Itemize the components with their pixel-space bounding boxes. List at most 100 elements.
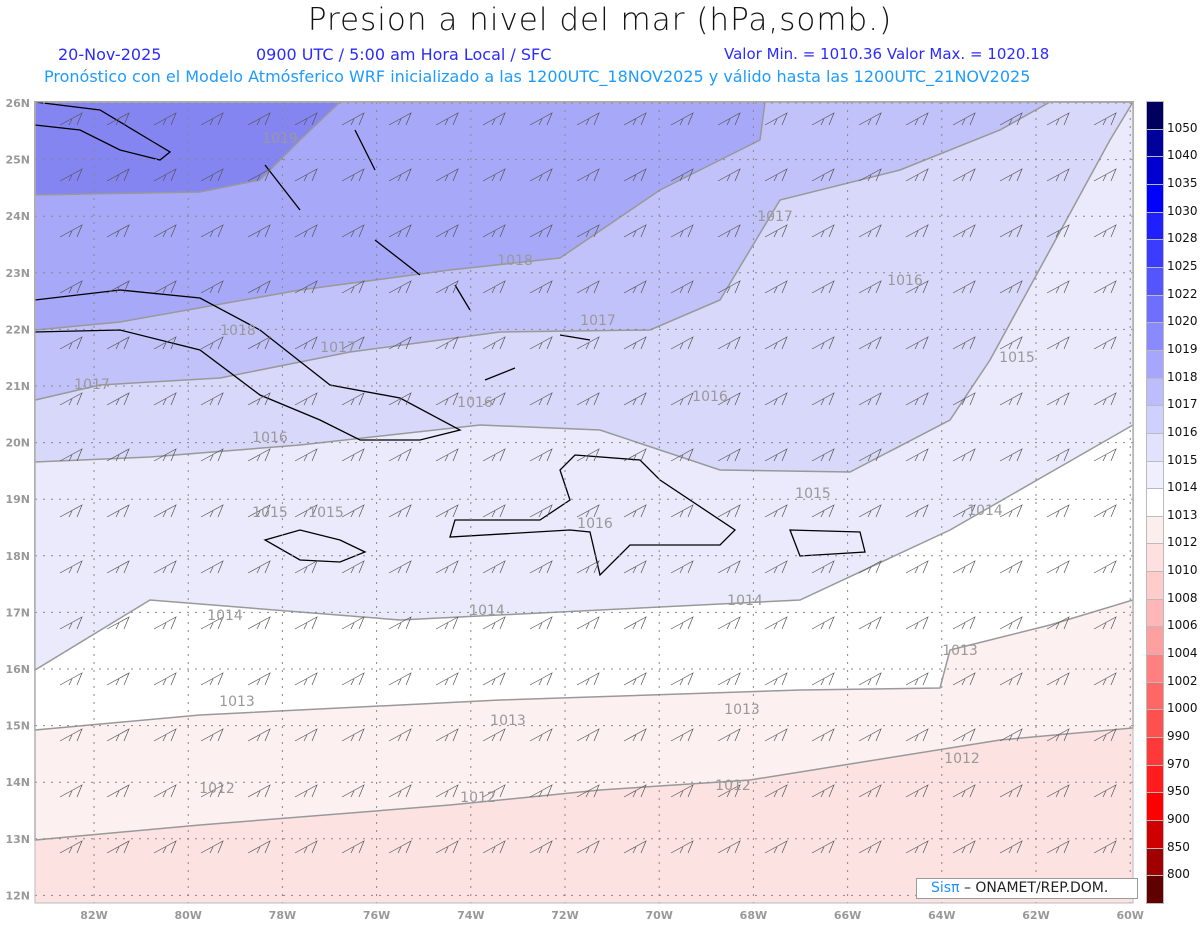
wind-barb <box>153 280 177 294</box>
wind-barb <box>623 336 647 350</box>
colorbar-label: 850 <box>1167 839 1190 854</box>
wind-barb <box>858 168 882 182</box>
wind-barb <box>905 616 929 630</box>
wind-barb <box>623 280 647 294</box>
wind-barb <box>764 280 788 294</box>
wind-barb <box>811 448 835 462</box>
wind-barb <box>435 504 459 518</box>
wind-barb <box>294 168 318 182</box>
wind-barb <box>858 784 882 798</box>
wind-barb <box>999 504 1023 518</box>
wind-barb <box>153 672 177 686</box>
lat-label: 21N <box>5 380 30 393</box>
wind-barb <box>529 560 553 574</box>
wind-barb <box>200 560 224 574</box>
contour-label: 1014 <box>727 593 763 609</box>
wind-barb <box>435 672 459 686</box>
wind-barb <box>717 392 741 406</box>
contour-label: 1012 <box>715 778 751 794</box>
colorbar-label: 1030 <box>1167 203 1198 218</box>
wind-barb <box>576 840 600 854</box>
wind-barb <box>529 728 553 742</box>
colorbar-swatch <box>1146 156 1164 185</box>
wind-barb <box>153 784 177 798</box>
colorbar-swatch <box>1146 792 1164 822</box>
contour-label: 1017 <box>74 377 110 393</box>
wind-barb <box>952 840 976 854</box>
lat-label: 12N <box>5 889 30 902</box>
wind-barb <box>294 728 318 742</box>
wind-barb <box>388 728 412 742</box>
wind-barb <box>482 728 506 742</box>
wind-barb <box>952 672 976 686</box>
colorbar-label: 1022 <box>1167 286 1198 301</box>
wind-barb <box>200 336 224 350</box>
wind-barb <box>670 280 694 294</box>
wind-barb <box>341 784 365 798</box>
wind-barb <box>1093 392 1117 406</box>
wind-barb <box>717 504 741 518</box>
wind-barb <box>999 560 1023 574</box>
wind-barb <box>341 840 365 854</box>
wind-barb <box>341 560 365 574</box>
wind-barb <box>1093 168 1117 182</box>
wind-barb <box>576 616 600 630</box>
lon-label: 60W <box>1116 909 1143 922</box>
wind-barb <box>482 224 506 238</box>
wind-barb <box>623 840 647 854</box>
wind-barb <box>435 224 459 238</box>
logo-box: Sisπ – ONAMET/REP.DOM. <box>916 878 1138 899</box>
wind-barb <box>576 336 600 350</box>
contour-label: 1013 <box>219 694 255 710</box>
wind-barb <box>482 840 506 854</box>
wind-barb <box>905 168 929 182</box>
wind-barb <box>1093 280 1117 294</box>
wind-barb <box>1046 840 1070 854</box>
wind-barb <box>153 728 177 742</box>
wind-barb <box>1046 560 1070 574</box>
bahamas-coast <box>264 129 591 381</box>
contour-label: 1015 <box>308 505 344 521</box>
contour-label: 1016 <box>457 395 493 411</box>
wind-barb <box>811 672 835 686</box>
wind-barb <box>999 728 1023 742</box>
wind-barb <box>623 784 647 798</box>
wind-barb <box>341 224 365 238</box>
wind-barb <box>717 616 741 630</box>
wind-barb <box>670 112 694 126</box>
wind-barb <box>247 672 271 686</box>
wind-barb <box>341 280 365 294</box>
wind-barb <box>905 560 929 574</box>
wind-barb <box>59 672 83 686</box>
wind-barb <box>1046 504 1070 518</box>
wind-barb <box>388 224 412 238</box>
colorbar-swatch <box>1146 239 1164 268</box>
wind-barb <box>764 392 788 406</box>
wind-barb <box>247 728 271 742</box>
wind-barb <box>717 560 741 574</box>
wind-barb <box>905 840 929 854</box>
wind-barb <box>247 448 271 462</box>
wind-barb <box>388 784 412 798</box>
wind-barb <box>59 448 83 462</box>
wind-barb <box>623 224 647 238</box>
wind-barb <box>858 112 882 126</box>
colorbar-label: 950 <box>1167 784 1190 799</box>
lat-label: 17N <box>5 606 30 619</box>
contour-label: 1016 <box>577 516 613 532</box>
wind-barb <box>811 504 835 518</box>
wind-barb <box>294 672 318 686</box>
date-label: 20-Nov-2025 <box>58 45 162 64</box>
colorbar-label: 1002 <box>1167 673 1198 688</box>
wind-barb <box>999 336 1023 350</box>
wind-barb <box>811 168 835 182</box>
wind-barb <box>529 336 553 350</box>
wind-barb <box>1093 616 1117 630</box>
wind-barb <box>952 448 976 462</box>
lon-label: 76W <box>363 909 390 922</box>
lon-label: 62W <box>1022 909 1049 922</box>
wind-barb <box>200 672 224 686</box>
wind-barb <box>1093 672 1117 686</box>
wind-barb <box>435 616 459 630</box>
wind-barb <box>717 840 741 854</box>
